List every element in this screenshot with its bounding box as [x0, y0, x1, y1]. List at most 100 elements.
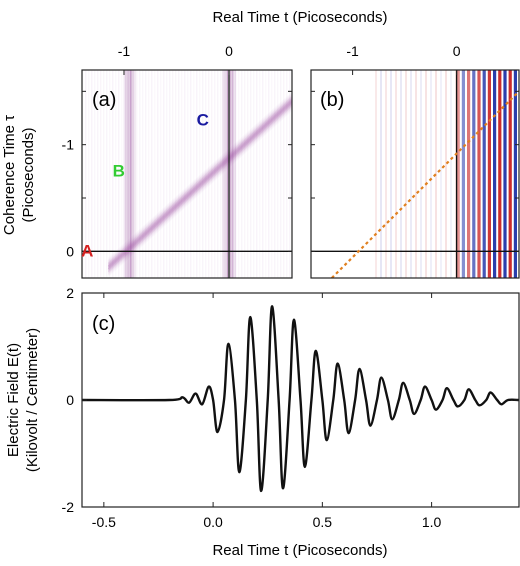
- background-striation: [160, 70, 162, 278]
- faint-fringe: [425, 70, 427, 278]
- vertical-band-stripe: [225, 70, 227, 278]
- vertical-band-stripe: [230, 70, 232, 278]
- background-striation: [286, 70, 288, 278]
- background-striation: [94, 70, 96, 278]
- faint-fringe: [450, 70, 452, 278]
- field-axis-unit: (Kilovolt / Centimeter): [24, 328, 41, 472]
- diagonal-band-stripe: [107, 96, 292, 264]
- background-striation: [244, 70, 246, 278]
- x-tick-label-a: 0: [225, 43, 233, 59]
- background-striation: [187, 70, 189, 278]
- background-striation: [262, 70, 264, 278]
- background-striation: [139, 70, 141, 278]
- background-striation: [193, 70, 195, 278]
- background-striation: [250, 70, 252, 278]
- faint-fringe: [445, 70, 447, 278]
- background-striation: [142, 70, 144, 278]
- x-tick-label-a: -1: [118, 43, 131, 59]
- background-striation: [199, 70, 201, 278]
- faint-fringe: [395, 70, 397, 278]
- background-striation: [274, 70, 276, 278]
- oscillation-stripe: [487, 70, 491, 278]
- background-striation: [196, 70, 198, 278]
- background-striation: [85, 70, 87, 278]
- background-striation: [256, 70, 258, 278]
- heatmap-background: [82, 70, 292, 278]
- x-tick-label-c: -0.5: [92, 514, 116, 530]
- oscillation-stripe: [508, 70, 512, 278]
- background-striation: [271, 70, 273, 278]
- background-striation: [136, 70, 138, 278]
- background-striation: [106, 70, 108, 278]
- background-striation: [100, 70, 102, 278]
- annotation-c: C: [197, 110, 209, 129]
- faint-fringe: [420, 70, 422, 278]
- x-tick-label-c: 0.5: [313, 514, 333, 530]
- faint-fringe: [430, 70, 432, 278]
- faint-fringe: [405, 70, 407, 278]
- vertical-band-stripe: [233, 70, 235, 278]
- oscillation-stripe: [513, 70, 517, 278]
- background-striation: [157, 70, 159, 278]
- diagonal-band-stripe: [107, 106, 292, 274]
- background-striation: [166, 70, 168, 278]
- background-striation: [178, 70, 180, 278]
- panel-label-c: (c): [92, 313, 115, 335]
- diagonal-band-stripe: [107, 108, 292, 276]
- oscillation-stripe: [461, 70, 465, 278]
- background-striation: [205, 70, 207, 278]
- background-striation: [112, 70, 114, 278]
- panel-label-b: (b): [320, 89, 344, 111]
- faint-fringe: [410, 70, 412, 278]
- background-striation: [184, 70, 186, 278]
- background-striation: [124, 70, 126, 278]
- panel-label-a: (a): [92, 89, 116, 111]
- vertical-band-stripe: [226, 70, 228, 278]
- vertical-band-stripe: [126, 70, 128, 278]
- background-striation: [169, 70, 171, 278]
- vertical-band-stripe: [129, 70, 131, 278]
- vertical-band-stripe: [131, 70, 133, 278]
- background-striation: [277, 70, 279, 278]
- background-striation: [154, 70, 156, 278]
- background-striation: [241, 70, 243, 278]
- background-striation: [151, 70, 153, 278]
- oscillation-stripe: [467, 70, 471, 278]
- background-striation: [145, 70, 147, 278]
- faint-fringe: [415, 70, 417, 278]
- vertical-band-stripe: [134, 70, 136, 278]
- background-striation: [280, 70, 282, 278]
- background-striation: [148, 70, 150, 278]
- background-striation: [163, 70, 165, 278]
- diagonal-band-stripe: [107, 99, 292, 267]
- faint-fringe: [440, 70, 442, 278]
- background-striation: [97, 70, 99, 278]
- y-tick-label-a: -1: [62, 137, 75, 153]
- field-trace-line: [82, 305, 519, 493]
- background-striation: [259, 70, 261, 278]
- background-striation: [208, 70, 210, 278]
- panel-c-line-chart: [81, 292, 520, 508]
- background-striation: [181, 70, 183, 278]
- background-striation: [82, 70, 84, 278]
- top-axis-label: Real Time t (Picoseconds): [212, 9, 387, 26]
- panel-b-heatmap: [310, 69, 520, 279]
- vertical-band-stripe: [222, 70, 224, 278]
- background-striation: [133, 70, 135, 278]
- coherence-axis-unit: (Picoseconds): [20, 127, 37, 222]
- oscillation-stripe: [477, 70, 481, 278]
- background-striation: [265, 70, 267, 278]
- annotation-b: B: [113, 162, 125, 181]
- vertical-band-stripe: [128, 70, 130, 278]
- vertical-band-stripe: [234, 70, 236, 278]
- background-striation: [268, 70, 270, 278]
- background-striation: [232, 70, 234, 278]
- faint-fringe: [390, 70, 392, 278]
- background-striation: [202, 70, 204, 278]
- oscillation-stripe: [498, 70, 502, 278]
- background-striation: [223, 70, 225, 278]
- diagonal-band-stripe: [107, 97, 292, 265]
- diagonal-band-stripe: [107, 105, 292, 273]
- diagonal-band-stripe: [107, 102, 292, 270]
